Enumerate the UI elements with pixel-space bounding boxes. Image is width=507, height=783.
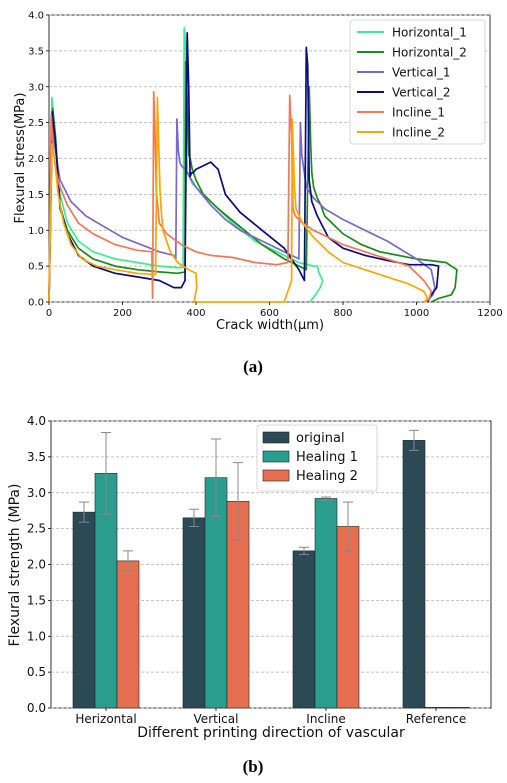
chart-b-y-tick-label: 3.0: [27, 486, 46, 500]
chart-b-bar-healing-2: [116, 560, 140, 709]
chart-b-legend-label: Healing 2: [296, 469, 358, 484]
chart-b-x-axis-label: Different printing direction of vascular: [137, 725, 405, 741]
chart-b-bar-healing-2: [336, 526, 360, 709]
chart-b-y-tick-label: 2.5: [27, 522, 46, 536]
chart-b-y-ticks: 0.0 0.5 1.0 1.5 2.0 2.5 3.0 3.5 4.0: [27, 414, 51, 715]
chart-a-legend-label: Vertical_1: [392, 66, 451, 80]
chart-b-x-tick-label: Incline: [306, 712, 345, 726]
chart-b-bar-original: [402, 440, 426, 709]
chart-a-legend-label: Horizontal_1: [392, 26, 467, 40]
chart-a-x-tick-label: 800: [333, 308, 352, 319]
chart-a-y-ticks: 0.0 0.5 1.0 1.5 2.0 2.5 3.0 3.5 4.0: [28, 11, 49, 309]
chart-b-y-tick-label: 4.0: [27, 414, 46, 428]
chart-b-bar-healing-1: [424, 707, 448, 709]
chart-a-x-tick-label: 400: [186, 308, 205, 319]
chart-a-legend-label: Incline_2: [392, 126, 445, 140]
chart-a-series-line-incline-2: [48, 96, 429, 303]
chart-b-x-tick-label: Herizontal: [75, 712, 136, 726]
chart-b-x-tick-label: Vertical: [194, 712, 239, 726]
chart-a-legend-label: Horizontal_2: [392, 46, 467, 60]
chart-b-y-axis-label: Flexural strength (MPa): [7, 484, 23, 647]
chart-a-x-tick-label: 600: [260, 308, 279, 319]
chart-a-y-tick-label: 4.0: [28, 11, 44, 22]
chart-a-series-line-horizontal-2: [48, 60, 458, 303]
chart-a-series-line-vertical-1: [48, 114, 436, 303]
chart-a-y-tick-label: 1.5: [28, 190, 44, 201]
chart-a-legend-label: Vertical_2: [392, 86, 451, 100]
chart-b-legend-swatch: [262, 431, 290, 444]
chart-b-y-tick-label: 0.5: [27, 665, 46, 679]
chart-b-bar-original: [182, 517, 206, 709]
chart-b-bar: Herizontal Vertical Incline Reference 0.00.…: [7, 414, 492, 776]
chart-a-y-tick-label: 0.5: [28, 262, 44, 273]
chart-b-y-tick-label: 1.5: [27, 593, 46, 607]
chart-a-caption: (a): [243, 357, 263, 376]
chart-a-y-tick-label: 1.0: [28, 226, 44, 237]
chart-b-bar-original: [72, 511, 96, 709]
chart-a-x-ticks: 0 200 400 600 800 1000 1200: [46, 302, 503, 319]
chart-a-x-axis-label: Crack width(μm): [216, 318, 324, 333]
chart-b-y-tick-label: 3.5: [27, 450, 46, 464]
chart-a-series-line-incline-1: [48, 90, 433, 303]
chart-b-bar-healing-1: [314, 498, 338, 709]
chart-a-y-tick-label: 2.0: [28, 154, 44, 165]
chart-b-legend-swatch: [262, 469, 290, 482]
chart-b-legend-swatch: [262, 450, 290, 463]
chart-a-y-tick-label: 3.5: [28, 46, 44, 57]
chart-a-legend: Horizontal_1 Horizontal_2 Vertical_1 Vertic…: [349, 19, 486, 145]
chart-b-bar-healing-2: [446, 707, 470, 709]
chart-b-legend-label: original: [296, 431, 345, 446]
chart-a-y-tick-label: 0.0: [28, 298, 44, 309]
chart-a-x-tick-label: 0: [46, 308, 52, 319]
chart-b-bar-original: [292, 550, 316, 709]
chart-b-x-ticks: Herizontal Vertical Incline Reference: [75, 708, 466, 726]
chart-a-legend-label: Incline_1: [392, 106, 445, 120]
chart-a-y-axis-label: Flexural stress(MPa): [13, 93, 28, 224]
chart-a-line: 0 200 400 600 800 1000 1200 0.0 0.5 1.0 1.5 2.0 2.5…: [13, 11, 503, 377]
chart-b-x-tick-label: Reference: [406, 712, 466, 726]
chart-b-y-tick-label: 0.0: [27, 701, 46, 715]
chart-a-x-tick-label: 1200: [477, 308, 502, 319]
chart-a-series-line-vertical-2: [48, 32, 440, 303]
chart-b-caption: (b): [243, 757, 264, 776]
chart-a-x-tick-label: 1000: [404, 308, 429, 319]
chart-a-y-tick-label: 2.5: [28, 118, 44, 129]
chart-b-y-tick-label: 2.0: [27, 558, 46, 572]
chart-b-y-tick-label: 1.0: [27, 629, 46, 643]
chart-b-legend-label: Healing 1: [296, 450, 358, 465]
chart-a-series: [48, 27, 458, 303]
chart-b-legend: original Healing 1 Healing 2: [256, 424, 378, 492]
chart-a-x-tick-label: 200: [113, 308, 132, 319]
chart-b-bars: [72, 429, 470, 709]
chart-a-y-tick-label: 3.0: [28, 82, 44, 93]
